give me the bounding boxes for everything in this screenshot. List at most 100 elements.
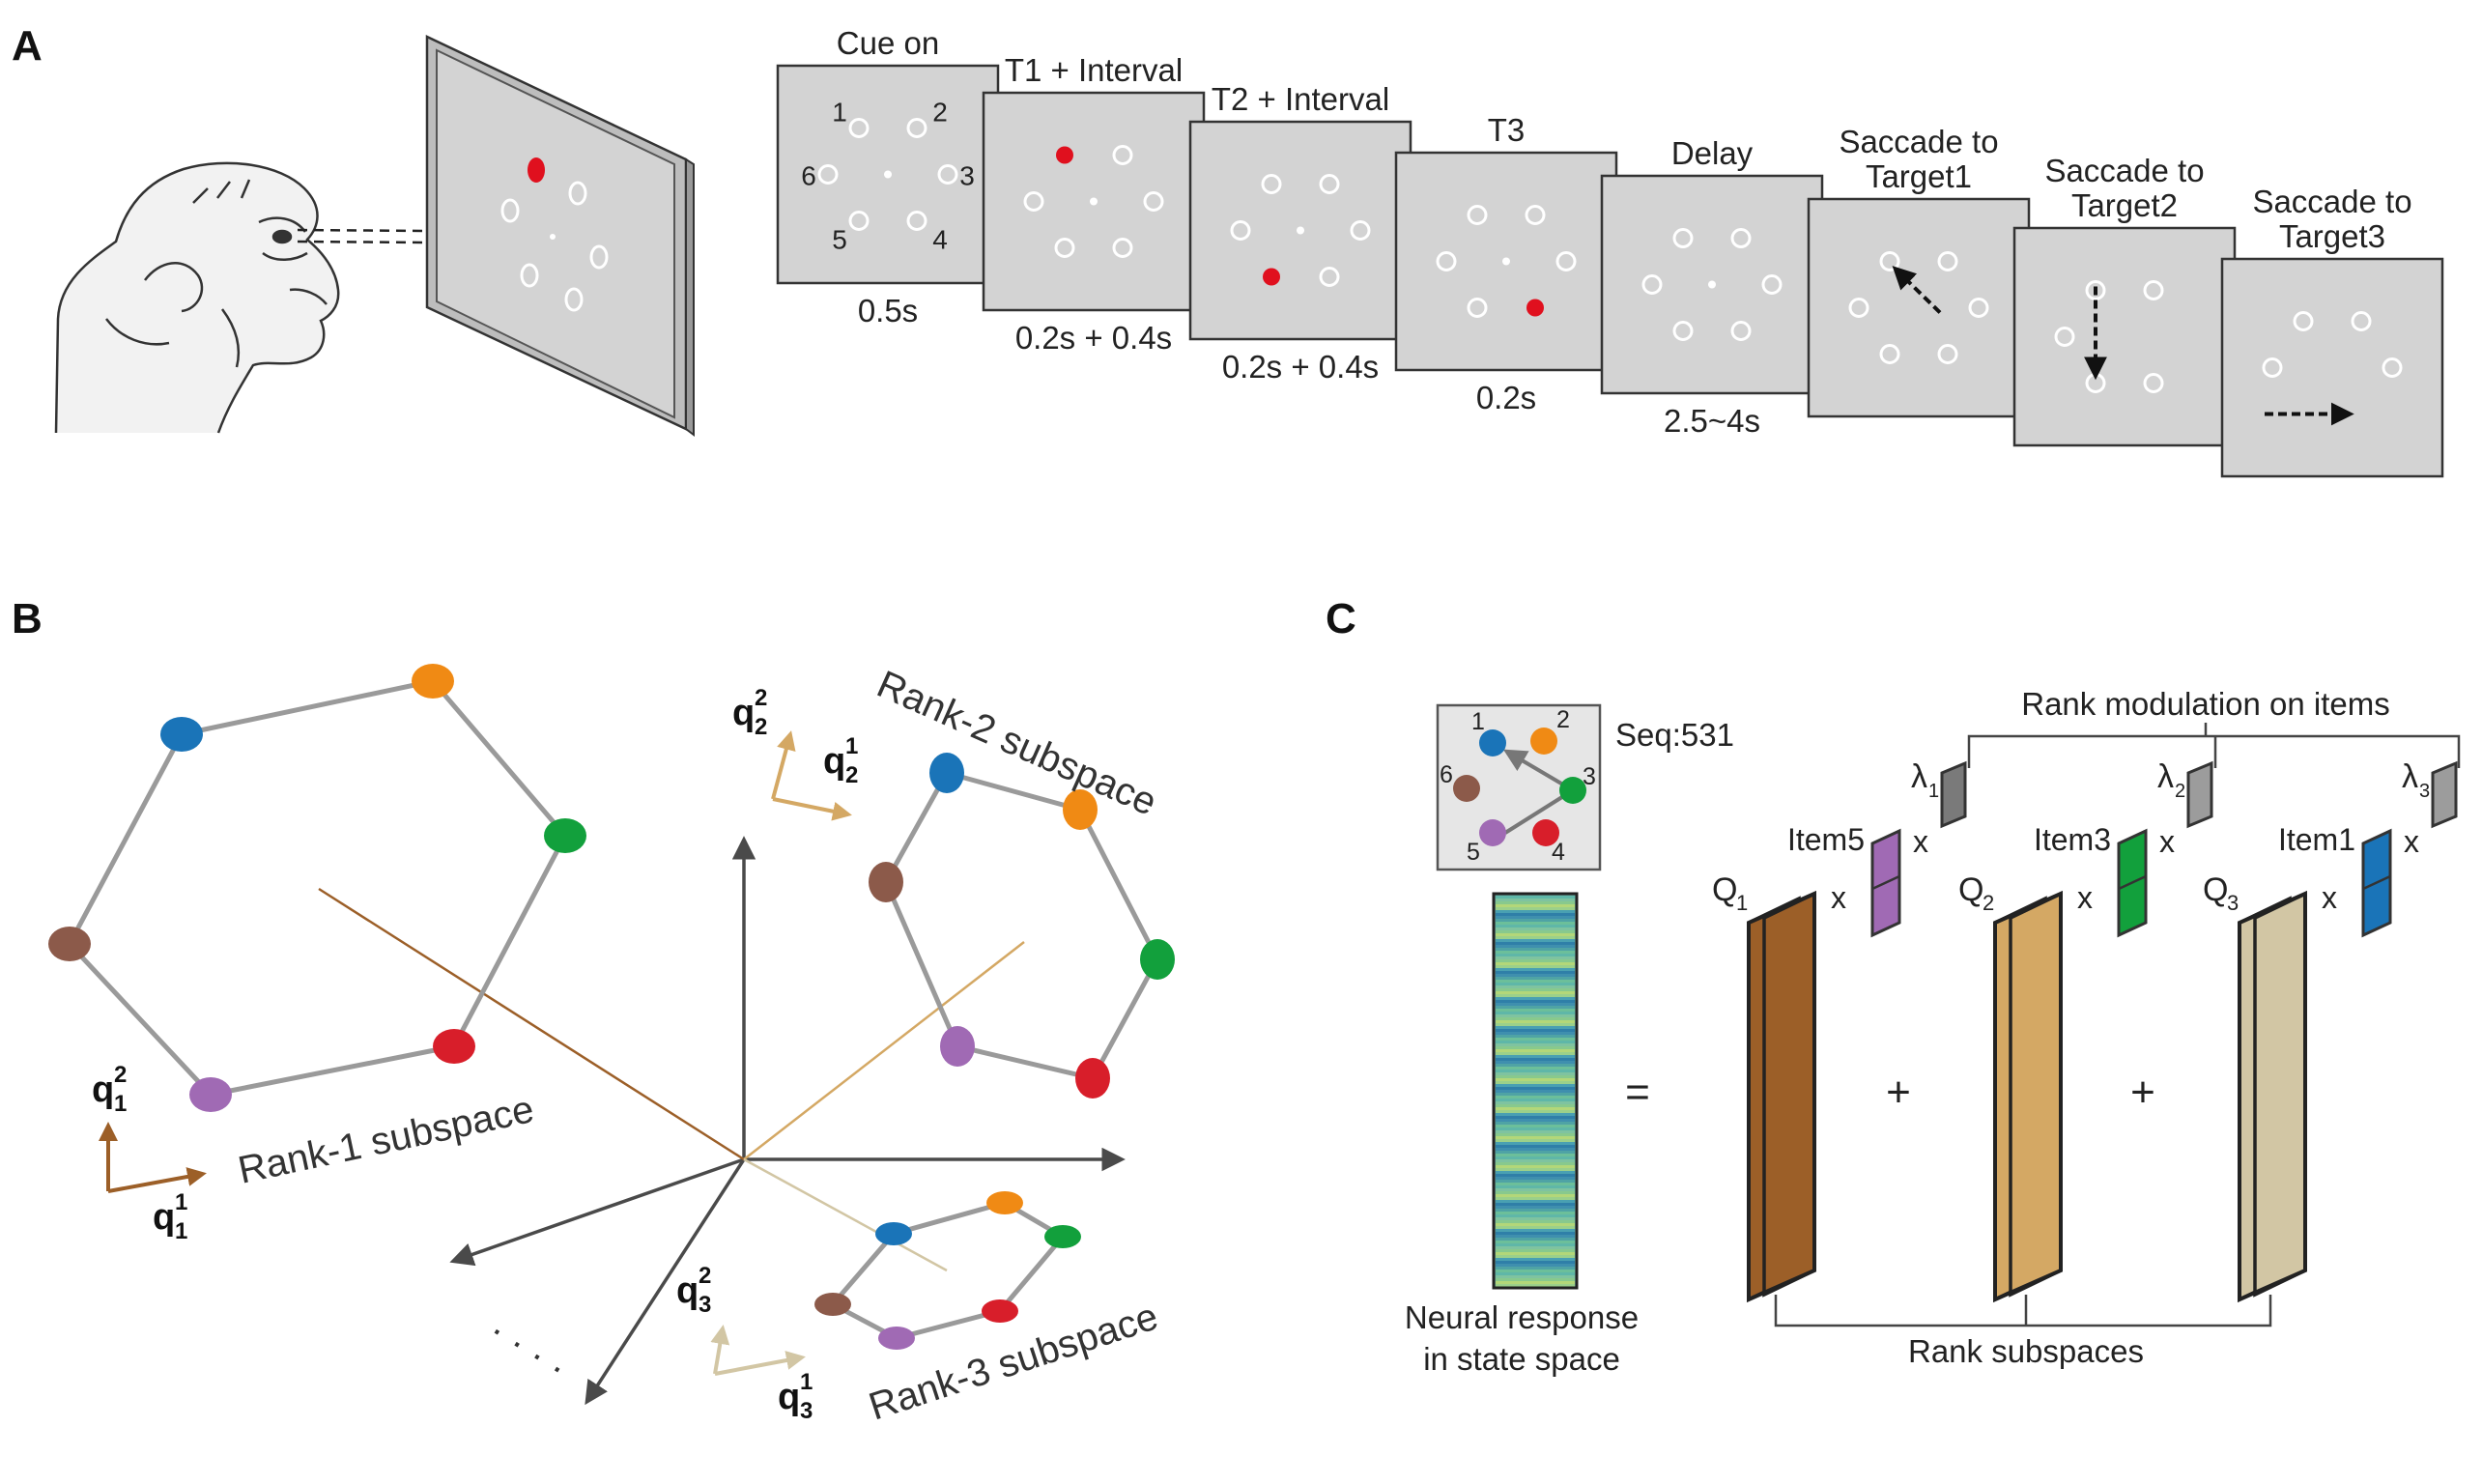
neural-label-line1: Neural response	[1405, 1299, 1639, 1335]
thumb-location-number: 4	[1552, 839, 1565, 866]
stage-title: T2 + Interval	[1212, 81, 1389, 117]
location-ring	[848, 118, 870, 138]
item-label: Item1	[2278, 822, 2355, 857]
panel-c-letter: C	[1326, 595, 1356, 642]
lambda-scalar	[2186, 760, 2213, 829]
thumb-location-number: 3	[1583, 763, 1596, 790]
item-1-node	[929, 753, 964, 793]
monkey-illustration	[54, 161, 340, 434]
q-label-sub: 1	[1736, 891, 1748, 915]
stage-title: Target3	[2279, 218, 2385, 254]
times-sign: x	[1831, 880, 1846, 915]
location-ring	[848, 211, 870, 231]
item-3-node	[1044, 1225, 1081, 1248]
target-dot-red	[1263, 268, 1280, 286]
stage-title: T3	[1488, 112, 1526, 148]
location-ring	[2351, 311, 2372, 331]
rank2-basis: q 2 2 q 1 2	[732, 685, 858, 821]
location-ring	[1937, 251, 1958, 271]
neural-label-line2: in state space	[1423, 1341, 1620, 1377]
task-screen-3: T2 + Interval 0.2s + 0.4s	[1188, 81, 1412, 385]
times-sign: x	[2322, 880, 2337, 915]
location-ring	[1730, 321, 1752, 341]
thumb-location-number: 1	[1471, 708, 1485, 735]
location-number: 4	[932, 225, 948, 255]
q-label-sub: 2	[1983, 891, 1994, 915]
stage-duration: 2.5~4s	[1664, 403, 1760, 439]
rank2-ring	[869, 753, 1175, 1099]
panel-c: C 1 2 3 4 5 6 Seq:531 Neural response in stat…	[1326, 595, 2461, 1377]
location-ring	[2143, 280, 2164, 300]
item-5-node	[878, 1327, 915, 1350]
q3-2-label: q	[676, 1270, 699, 1311]
location-ring	[2293, 311, 2314, 331]
location-ring	[1968, 298, 1989, 318]
task-sequence: 1 2 3 4 5 6 Cue on 0.5s T1 + Interval 0.2s + 0.4s…	[776, 25, 2444, 478]
stage-title: Target1	[1866, 158, 1972, 194]
location-ring	[1143, 191, 1164, 212]
location-ring	[1555, 251, 1577, 271]
target-dot-red	[1056, 146, 1073, 164]
item-3-node	[544, 818, 586, 853]
rank1-subspace-label: Rank-1 subspace	[235, 1088, 538, 1192]
fixation-point	[1708, 280, 1716, 289]
times-sign: x	[2404, 824, 2419, 859]
svg-text:3: 3	[800, 1398, 813, 1424]
svg-text:1: 1	[175, 1189, 187, 1215]
rank2-subspace-label: Rank-2 subspace	[870, 663, 1162, 824]
location-ring	[1937, 344, 1958, 364]
rank2-normal-line	[743, 941, 1025, 1160]
svg-text:3: 3	[699, 1292, 711, 1318]
item-2-node	[412, 664, 454, 699]
location-ring	[817, 164, 839, 185]
location-ring	[1761, 274, 1783, 295]
stage-duration: 0.2s + 0.4s	[1015, 320, 1172, 356]
q-matrix-col-b	[2253, 891, 2307, 1298]
q-label: Q	[1958, 871, 1983, 908]
rank1-ring	[48, 664, 586, 1112]
q-matrix-col-b	[1762, 891, 1816, 1298]
location-ring	[1319, 267, 1340, 287]
location-ring	[906, 211, 927, 231]
location-ring	[2054, 327, 2075, 347]
location-ring	[906, 118, 927, 138]
task-screen-1: 1 2 3 4 5 6 Cue on 0.5s	[776, 25, 1000, 328]
item-4-node	[1075, 1058, 1110, 1099]
ring-edge	[883, 770, 1160, 1081]
stage-title: Cue on	[837, 25, 939, 61]
location-ring	[1054, 238, 1075, 258]
lambda-label: λ	[2402, 758, 2418, 795]
lambda-label-sub: 3	[2419, 781, 2430, 802]
item-1-node	[875, 1222, 912, 1245]
item-label: Item5	[1787, 822, 1865, 857]
rank3-basis: q 2 3 q 1 3	[676, 1263, 813, 1424]
location-ring	[1112, 145, 1133, 165]
q3-1-label: q	[778, 1377, 800, 1417]
location-ring	[1261, 174, 1282, 194]
equals-sign: =	[1625, 1069, 1650, 1116]
lambda-label: λ	[2157, 758, 2174, 795]
stage-duration: 0.2s + 0.4s	[1222, 349, 1379, 385]
location-ring	[1350, 220, 1371, 241]
stage-title: Saccade to	[2044, 153, 2204, 188]
lambda-scalar	[2431, 760, 2458, 829]
rank1-basis: q 2 1 q 1 1	[92, 1062, 207, 1244]
location-number: 5	[832, 225, 847, 255]
fixation-point	[1297, 226, 1304, 235]
svg-text:1: 1	[845, 733, 858, 759]
stage-duration: 0.2s	[1476, 380, 1536, 415]
item-5-node	[189, 1077, 232, 1112]
item-6-node	[869, 862, 903, 902]
target-dot-red	[1526, 299, 1544, 317]
location-ring	[937, 164, 958, 185]
plus-sign-1: +	[1886, 1069, 1911, 1116]
fixation-point	[1090, 197, 1098, 206]
ring-edge	[829, 1200, 1067, 1341]
location-ring	[1467, 298, 1488, 318]
svg-text:1: 1	[175, 1218, 187, 1244]
location-ring	[1879, 344, 1900, 364]
times-sign: x	[2077, 880, 2093, 915]
